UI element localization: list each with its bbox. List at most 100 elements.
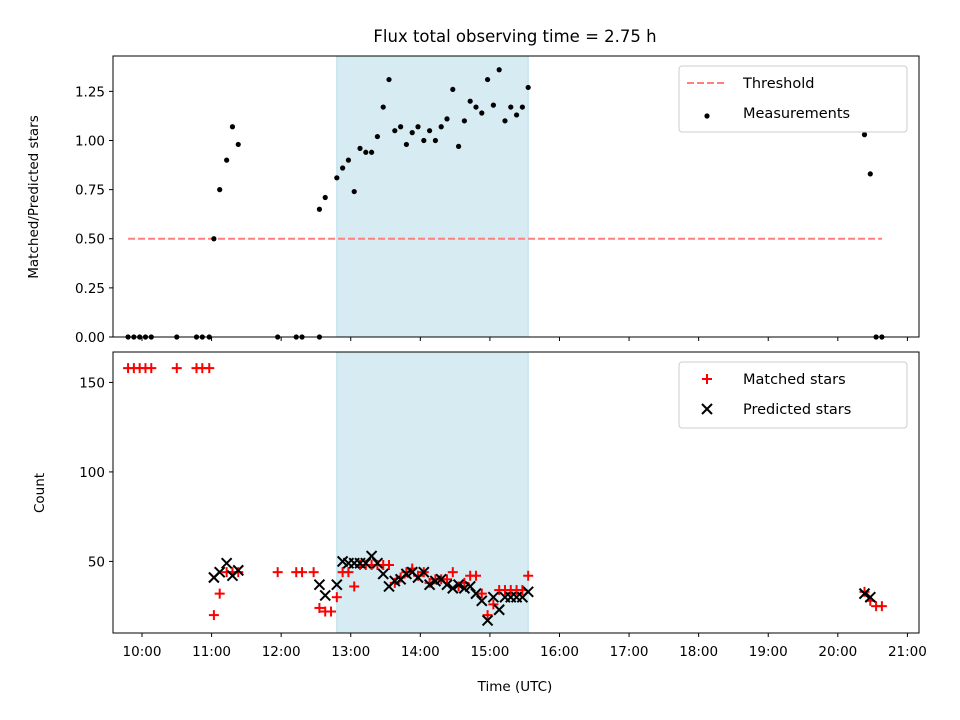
measurement-point <box>369 149 375 155</box>
matched-star-point <box>272 567 283 578</box>
matched-star-point <box>171 363 182 374</box>
legend-measurement-handle <box>704 113 710 119</box>
measurement-point <box>403 141 410 148</box>
matched-star-point <box>482 610 493 621</box>
measurement-point <box>235 141 241 148</box>
x-tick-label: 17:00 <box>610 644 649 660</box>
measurement-point <box>357 145 363 151</box>
top-y-axis-label: Matched/Predicted stars <box>26 115 42 278</box>
top-panel: 0.00 0.25 0.50 0.75 1.00 1.25 Threshold Measure… <box>75 55 920 346</box>
x-b <box>423 578 436 591</box>
measurement-point <box>432 137 438 144</box>
measurement-point <box>490 102 496 108</box>
x-b <box>371 557 384 569</box>
measurement-point <box>345 157 352 163</box>
x-b <box>213 566 226 578</box>
x-tick-label: 20:00 <box>818 644 857 660</box>
matched-star-point <box>343 567 354 578</box>
measurement-point <box>513 112 520 118</box>
x-b <box>858 587 871 600</box>
matched-star-point <box>441 574 452 585</box>
measurement-point <box>224 157 230 163</box>
x-tick-label: 12:00 <box>262 644 301 660</box>
legend-box <box>678 361 908 429</box>
x-b <box>452 578 465 591</box>
measurement-point <box>334 175 340 181</box>
matched-star-point <box>214 588 225 599</box>
predicted-star-point <box>476 595 488 607</box>
x-b <box>493 604 505 616</box>
legend-box <box>678 65 908 133</box>
measurement-point <box>363 149 369 155</box>
axes-frame <box>112 55 920 338</box>
measurement-point <box>484 76 491 83</box>
matched-star-point <box>476 588 487 599</box>
predicted-star-point <box>377 568 389 580</box>
x-tick-label: 10:00 <box>123 644 162 660</box>
bottom-y-axis-label: Count <box>32 473 48 513</box>
x-b <box>418 566 430 578</box>
y-tick-label: 100 <box>79 465 105 481</box>
measurement-point <box>519 104 525 110</box>
measurement-point <box>380 104 386 110</box>
x-b <box>470 587 482 600</box>
x-b <box>447 582 459 594</box>
legend-label: Matched stars <box>743 372 846 388</box>
matched-star-point <box>859 586 870 597</box>
predicted-star-point <box>418 566 430 578</box>
x-b <box>441 578 453 591</box>
measurement-point <box>421 137 427 144</box>
legend-label: Predicted stars <box>743 402 851 418</box>
y-tick-label: 0.25 <box>75 281 105 297</box>
x-b <box>232 564 244 577</box>
x-b <box>319 589 331 602</box>
measurement-point <box>409 130 415 136</box>
x-b <box>864 591 876 603</box>
predicted-star-point <box>331 578 343 591</box>
measurement-point <box>867 171 873 177</box>
y-tick-label: 1.25 <box>75 84 105 100</box>
matched-star-point <box>326 606 337 617</box>
predicted-star-point <box>447 582 459 594</box>
measurement-point <box>479 110 485 116</box>
measurement-point <box>340 165 346 171</box>
x-b <box>331 578 343 591</box>
measurement-point <box>374 133 381 140</box>
matched-star-point <box>876 601 887 612</box>
measurement-point <box>398 124 404 130</box>
measurement-point <box>467 98 473 104</box>
axes-frame <box>112 351 920 634</box>
matched-star-point <box>349 581 360 592</box>
legend-label: Measurements <box>743 106 850 122</box>
observing-window-span <box>336 55 529 338</box>
measurement-point <box>861 132 868 138</box>
measurement-point <box>316 206 323 212</box>
matched-star-point <box>331 592 342 603</box>
measurement-point <box>502 118 508 124</box>
matched-star-point <box>146 363 157 374</box>
measurement-point <box>455 143 462 149</box>
measurement-point <box>211 236 217 242</box>
y-tick-label: 50 <box>88 554 105 570</box>
matched-star-point <box>204 363 215 374</box>
predicted-star-point <box>522 586 534 598</box>
x-b <box>377 568 389 580</box>
measurement-point <box>427 128 433 134</box>
bottom-panel: 50 100 150 10:00 11:00 12:00 13:00 14:00 15:00 16… <box>79 351 927 660</box>
predicted-star-point <box>452 578 465 591</box>
predicted-star-point <box>371 557 384 569</box>
x-tick-label: 13:00 <box>331 644 370 660</box>
predicted-star-point <box>441 578 453 591</box>
x-tick-label: 11:00 <box>192 644 231 660</box>
measurement-point <box>351 188 357 195</box>
x-b <box>476 595 488 607</box>
matched-star-point <box>384 559 395 570</box>
matched-star-point <box>208 610 219 621</box>
x-b <box>406 566 418 578</box>
x-b <box>365 550 378 562</box>
measurement-point <box>438 124 444 130</box>
matched-star-point <box>401 567 412 578</box>
x-b <box>464 580 476 593</box>
measurement-point <box>525 84 531 91</box>
